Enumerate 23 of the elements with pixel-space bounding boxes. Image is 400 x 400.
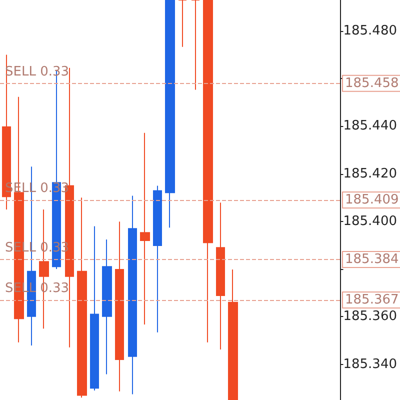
text: 185.384	[345, 252, 399, 268]
candlestick	[203, 0, 213, 343]
candlestick	[140, 132, 150, 326]
candlestick	[77, 197, 87, 398]
y-tick-label: 185.400	[343, 214, 398, 229]
candlestick	[153, 185, 162, 333]
text: 185.458	[345, 76, 399, 91]
candlestick	[165, 0, 175, 228]
candlestick	[90, 226, 99, 391]
y-tick-label: 185.340	[343, 356, 398, 372]
y-tick-label: 185.420	[343, 166, 398, 182]
text: 185.409	[345, 192, 399, 208]
y-tick-label: 185.480	[343, 23, 398, 38]
candlestick	[102, 239, 112, 375]
candlestick	[115, 221, 124, 392]
candlestick	[178, 0, 187, 48]
text: 185.367	[345, 292, 399, 308]
candlestick	[128, 195, 137, 395]
candlestick	[228, 269, 238, 400]
y-tick-label: 185.440	[343, 118, 398, 134]
y-tick-label: 185.360	[343, 309, 398, 324]
candlestick	[191, 0, 200, 90]
candlestick	[216, 202, 225, 350]
